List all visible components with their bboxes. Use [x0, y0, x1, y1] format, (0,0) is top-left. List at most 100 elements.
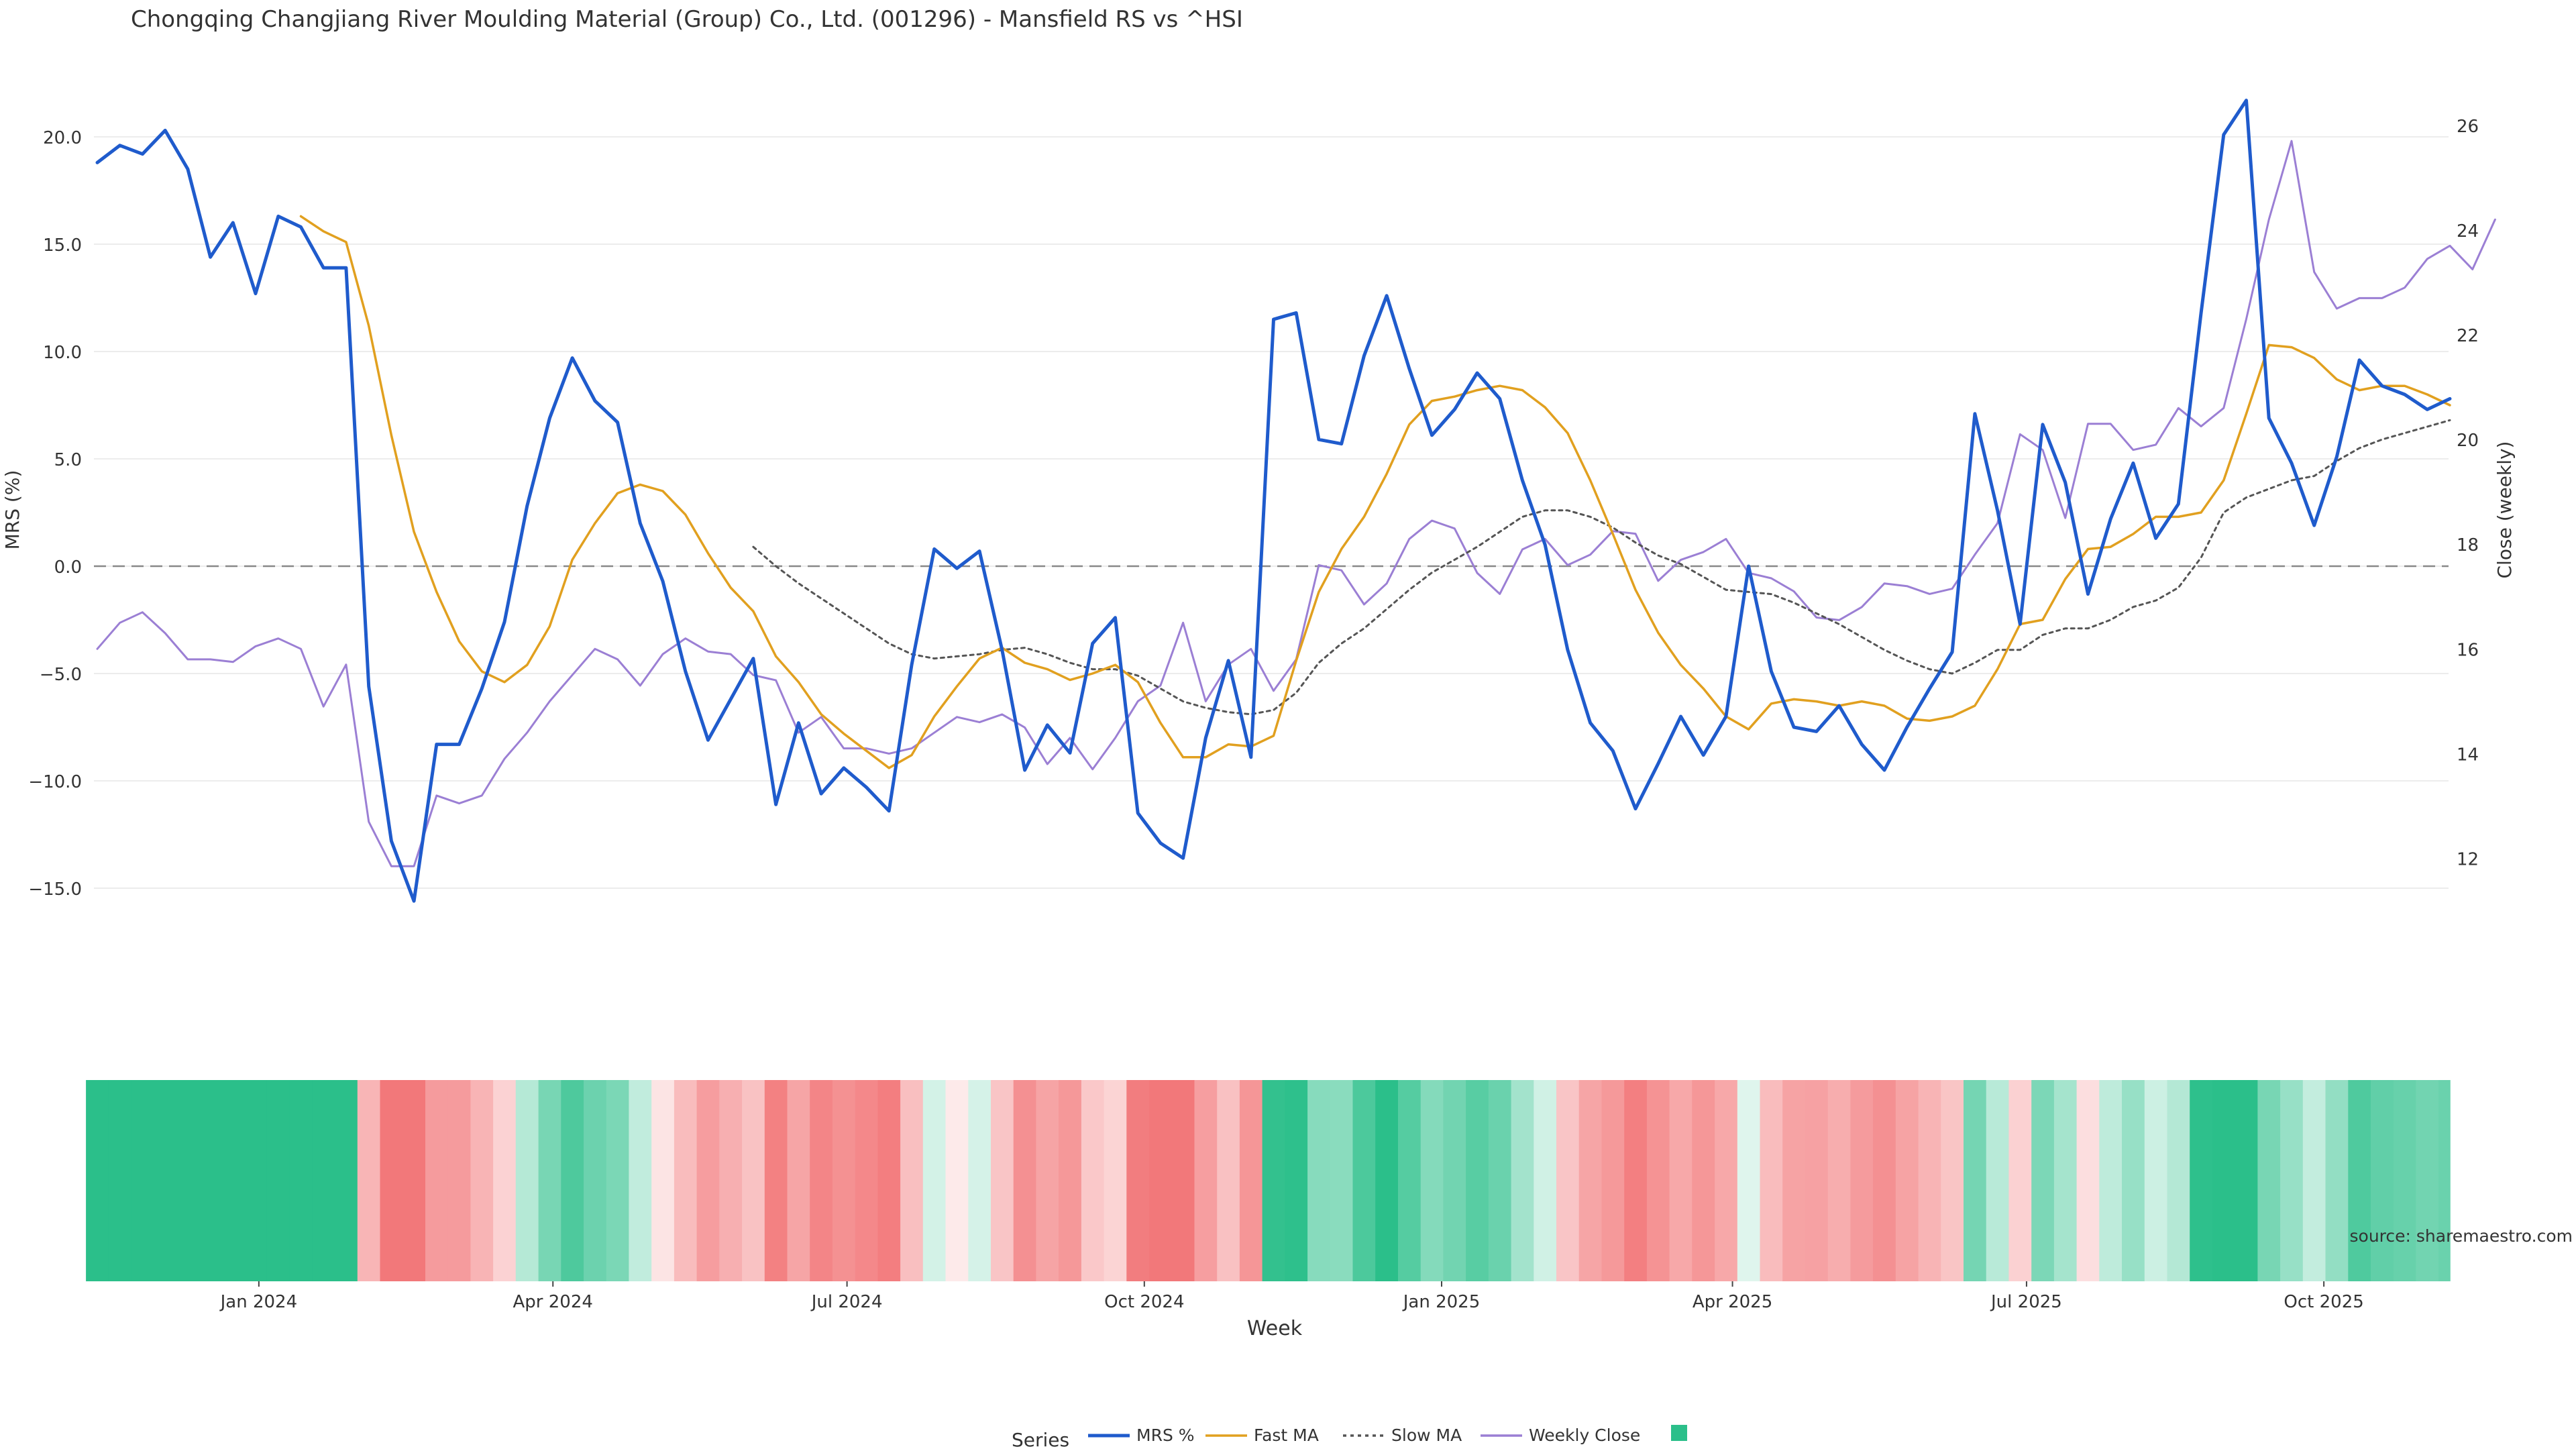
heatmap-cell — [1511, 1080, 1535, 1281]
heatmap-cell — [266, 1080, 290, 1281]
heatmap-cell — [1669, 1080, 1693, 1281]
heatmap-cell — [312, 1080, 335, 1281]
heatmap-cell — [1285, 1080, 1308, 1281]
heatmap-cell — [584, 1080, 607, 1281]
heatmap-cell — [2371, 1080, 2394, 1281]
heatmap-cell — [968, 1080, 991, 1281]
left-axis-label: MRS (%) — [1, 470, 23, 550]
heatmap-cell — [1081, 1080, 1105, 1281]
heatmap-cell — [2393, 1080, 2417, 1281]
legend-label: Fast MA — [1254, 1426, 1319, 1445]
x-tick-label: Oct 2024 — [1104, 1292, 1184, 1312]
heatmap-cell — [991, 1080, 1014, 1281]
heatmap-strip — [86, 1080, 2451, 1281]
heatmap-cell — [1330, 1080, 1354, 1281]
right-tick-label: 26 — [2457, 117, 2479, 137]
heatmap-cell — [1941, 1080, 1964, 1281]
heatmap-cell — [1059, 1080, 1082, 1281]
heatmap-cell — [561, 1080, 584, 1281]
heatmap-cell — [2167, 1080, 2190, 1281]
legend-heatmap-swatch — [1671, 1425, 1687, 1441]
legend-label: MRS % — [1136, 1426, 1195, 1445]
heatmap-cell — [1895, 1080, 1919, 1281]
heatmap-cell — [1013, 1080, 1037, 1281]
heatmap-cell — [1578, 1080, 1603, 1281]
heatmap-cell — [2416, 1080, 2439, 1281]
heatmap-cell — [922, 1080, 947, 1281]
heatmap-cell — [696, 1080, 720, 1281]
heatmap-cell — [2348, 1080, 2371, 1281]
heatmap-cell — [1646, 1080, 1670, 1281]
heatmap-cell — [832, 1080, 856, 1281]
heatmap-cell — [2302, 1080, 2326, 1281]
left-tick-label: 20.0 — [43, 128, 82, 148]
heatmap-cell — [2235, 1080, 2259, 1281]
heatmap-cell — [2122, 1080, 2145, 1281]
heatmap-cell — [855, 1080, 879, 1281]
heatmap-cell — [1624, 1080, 1648, 1281]
heatmap-cell — [787, 1080, 810, 1281]
right-axis-ticks: 12 14 16 18 20 22 24 26 — [2457, 117, 2479, 870]
right-axis-label: Close (weekly) — [2493, 441, 2516, 579]
series-line-mrs — [95, 99, 2452, 903]
heatmap-cell — [289, 1080, 313, 1281]
heatmap-cell — [877, 1080, 901, 1281]
heatmap-cell — [2053, 1080, 2078, 1281]
heatmap-cell — [1443, 1080, 1466, 1281]
chart-title: Chongqing Changjiang River Moulding Mate… — [131, 6, 1243, 33]
heatmap-cell — [244, 1080, 268, 1281]
heatmap-cell — [515, 1080, 539, 1281]
heatmap-cell — [742, 1080, 765, 1281]
left-axis-ticks: 20.0 15.0 10.0 5.0 0.0 −5.0 −10.0 −15.0 — [28, 128, 82, 900]
heatmap-cell — [945, 1080, 969, 1281]
x-tick-label: Apr 2024 — [513, 1292, 593, 1312]
x-tick-label: Jan 2024 — [219, 1292, 298, 1312]
heatmap-cell — [1737, 1080, 1761, 1281]
legend: Series MRS % Fast MA Slow MA Weekly Close — [1012, 1425, 1687, 1449]
heatmap-cell — [1964, 1080, 1987, 1281]
heatmap-cell — [606, 1080, 630, 1281]
heatmap-cell — [2438, 1080, 2451, 1281]
heatmap-cell — [810, 1080, 833, 1281]
heatmap-cell — [651, 1080, 675, 1281]
heatmap-cell — [1398, 1080, 1421, 1281]
heatmap-cell — [86, 1080, 109, 1281]
heatmap-cell — [1036, 1080, 1059, 1281]
heatmap-cell — [357, 1080, 381, 1281]
heatmap-cell — [402, 1080, 426, 1281]
heatmap-cell — [1850, 1080, 1874, 1281]
heatmap-cell — [470, 1080, 494, 1281]
heatmap-cell — [1715, 1080, 1738, 1281]
heatmap-cell — [1556, 1080, 1580, 1281]
heatmap-cell — [1375, 1080, 1399, 1281]
right-tick-label: 18 — [2457, 535, 2479, 555]
right-tick-label: 16 — [2457, 640, 2479, 660]
heatmap-cell — [1149, 1080, 1173, 1281]
heatmap-cell — [1805, 1080, 1829, 1281]
x-tick-label: Apr 2025 — [1693, 1292, 1772, 1312]
heatmap-cell — [2008, 1080, 2032, 1281]
heatmap-cell — [2257, 1080, 2281, 1281]
x-tick-label: Jan 2025 — [1402, 1292, 1481, 1312]
heatmap-cell — [1873, 1080, 1896, 1281]
right-tick-label: 20 — [2457, 431, 2479, 451]
right-tick-label: 22 — [2457, 326, 2479, 346]
heatmap-cell — [1239, 1080, 1263, 1281]
heatmap-cell — [674, 1080, 698, 1281]
left-tick-label: −5.0 — [40, 665, 82, 685]
source-note: source: sharemaestro.com — [2350, 1226, 2573, 1246]
heatmap-cell — [1918, 1080, 1942, 1281]
left-tick-label: −10.0 — [28, 772, 82, 792]
heatmap-cell — [380, 1080, 403, 1281]
heatmap-cell — [108, 1080, 132, 1281]
heatmap-cell — [1352, 1080, 1376, 1281]
heatmap-cell — [221, 1080, 245, 1281]
x-axis-ticks: Jan 2024 Apr 2024 Jul 2024 Oct 2024 Jan 2025… — [219, 1281, 2364, 1312]
x-tick-label: Oct 2025 — [2284, 1292, 2363, 1312]
heatmap-cell — [1262, 1080, 1286, 1281]
heatmap-cell — [2076, 1080, 2100, 1281]
heatmap-cell — [131, 1080, 155, 1281]
legend-title: Series — [1012, 1429, 1069, 1449]
left-tick-label: 10.0 — [43, 343, 82, 363]
heatmap-cell — [1488, 1080, 1512, 1281]
